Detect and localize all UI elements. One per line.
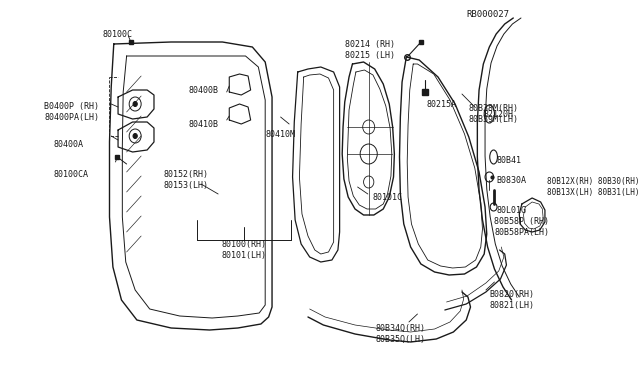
Text: 80B34Q(RH)
80B35Q(LH): 80B34Q(RH) 80B35Q(LH) [375,324,426,344]
Text: 80100CA: 80100CA [53,170,88,179]
Circle shape [133,102,138,106]
Text: 80410M: 80410M [265,129,295,138]
Text: 80B38M(RH)
80B39M(LH): 80B38M(RH) 80B39M(LH) [468,104,519,124]
Text: 80101C: 80101C [372,192,402,202]
Text: 80215A: 80215A [426,99,456,109]
Text: B0400P (RH)
80400PA(LH): B0400P (RH) 80400PA(LH) [45,102,99,122]
Text: 80B58P (RH)
80B58PA(LH): 80B58P (RH) 80B58PA(LH) [495,217,550,237]
Text: 80B12X(RH) 80B30(RH)
80B13X(LH) 80B31(LH): 80B12X(RH) 80B30(RH) 80B13X(LH) 80B31(LH… [547,177,640,197]
Text: RB000027: RB000027 [466,10,509,19]
Circle shape [133,134,138,138]
Text: 80214 (RH)
80215 (LH): 80214 (RH) 80215 (LH) [344,40,395,60]
Text: 80400B: 80400B [188,86,218,94]
Text: 80410B: 80410B [188,119,218,128]
Text: 80400A: 80400A [53,140,83,148]
Text: B0830A: B0830A [496,176,526,185]
Text: 82120H: 82120H [483,109,513,119]
Text: B0820(RH)
80821(LH): B0820(RH) 80821(LH) [489,290,534,310]
Text: 80L01G: 80L01G [496,205,526,215]
Text: 80B41: 80B41 [496,155,521,164]
Text: 80100(RH)
80101(LH): 80100(RH) 80101(LH) [221,240,266,260]
Text: 80152(RH)
80153(LH): 80152(RH) 80153(LH) [164,170,209,190]
Text: 80100C: 80100C [102,29,132,38]
